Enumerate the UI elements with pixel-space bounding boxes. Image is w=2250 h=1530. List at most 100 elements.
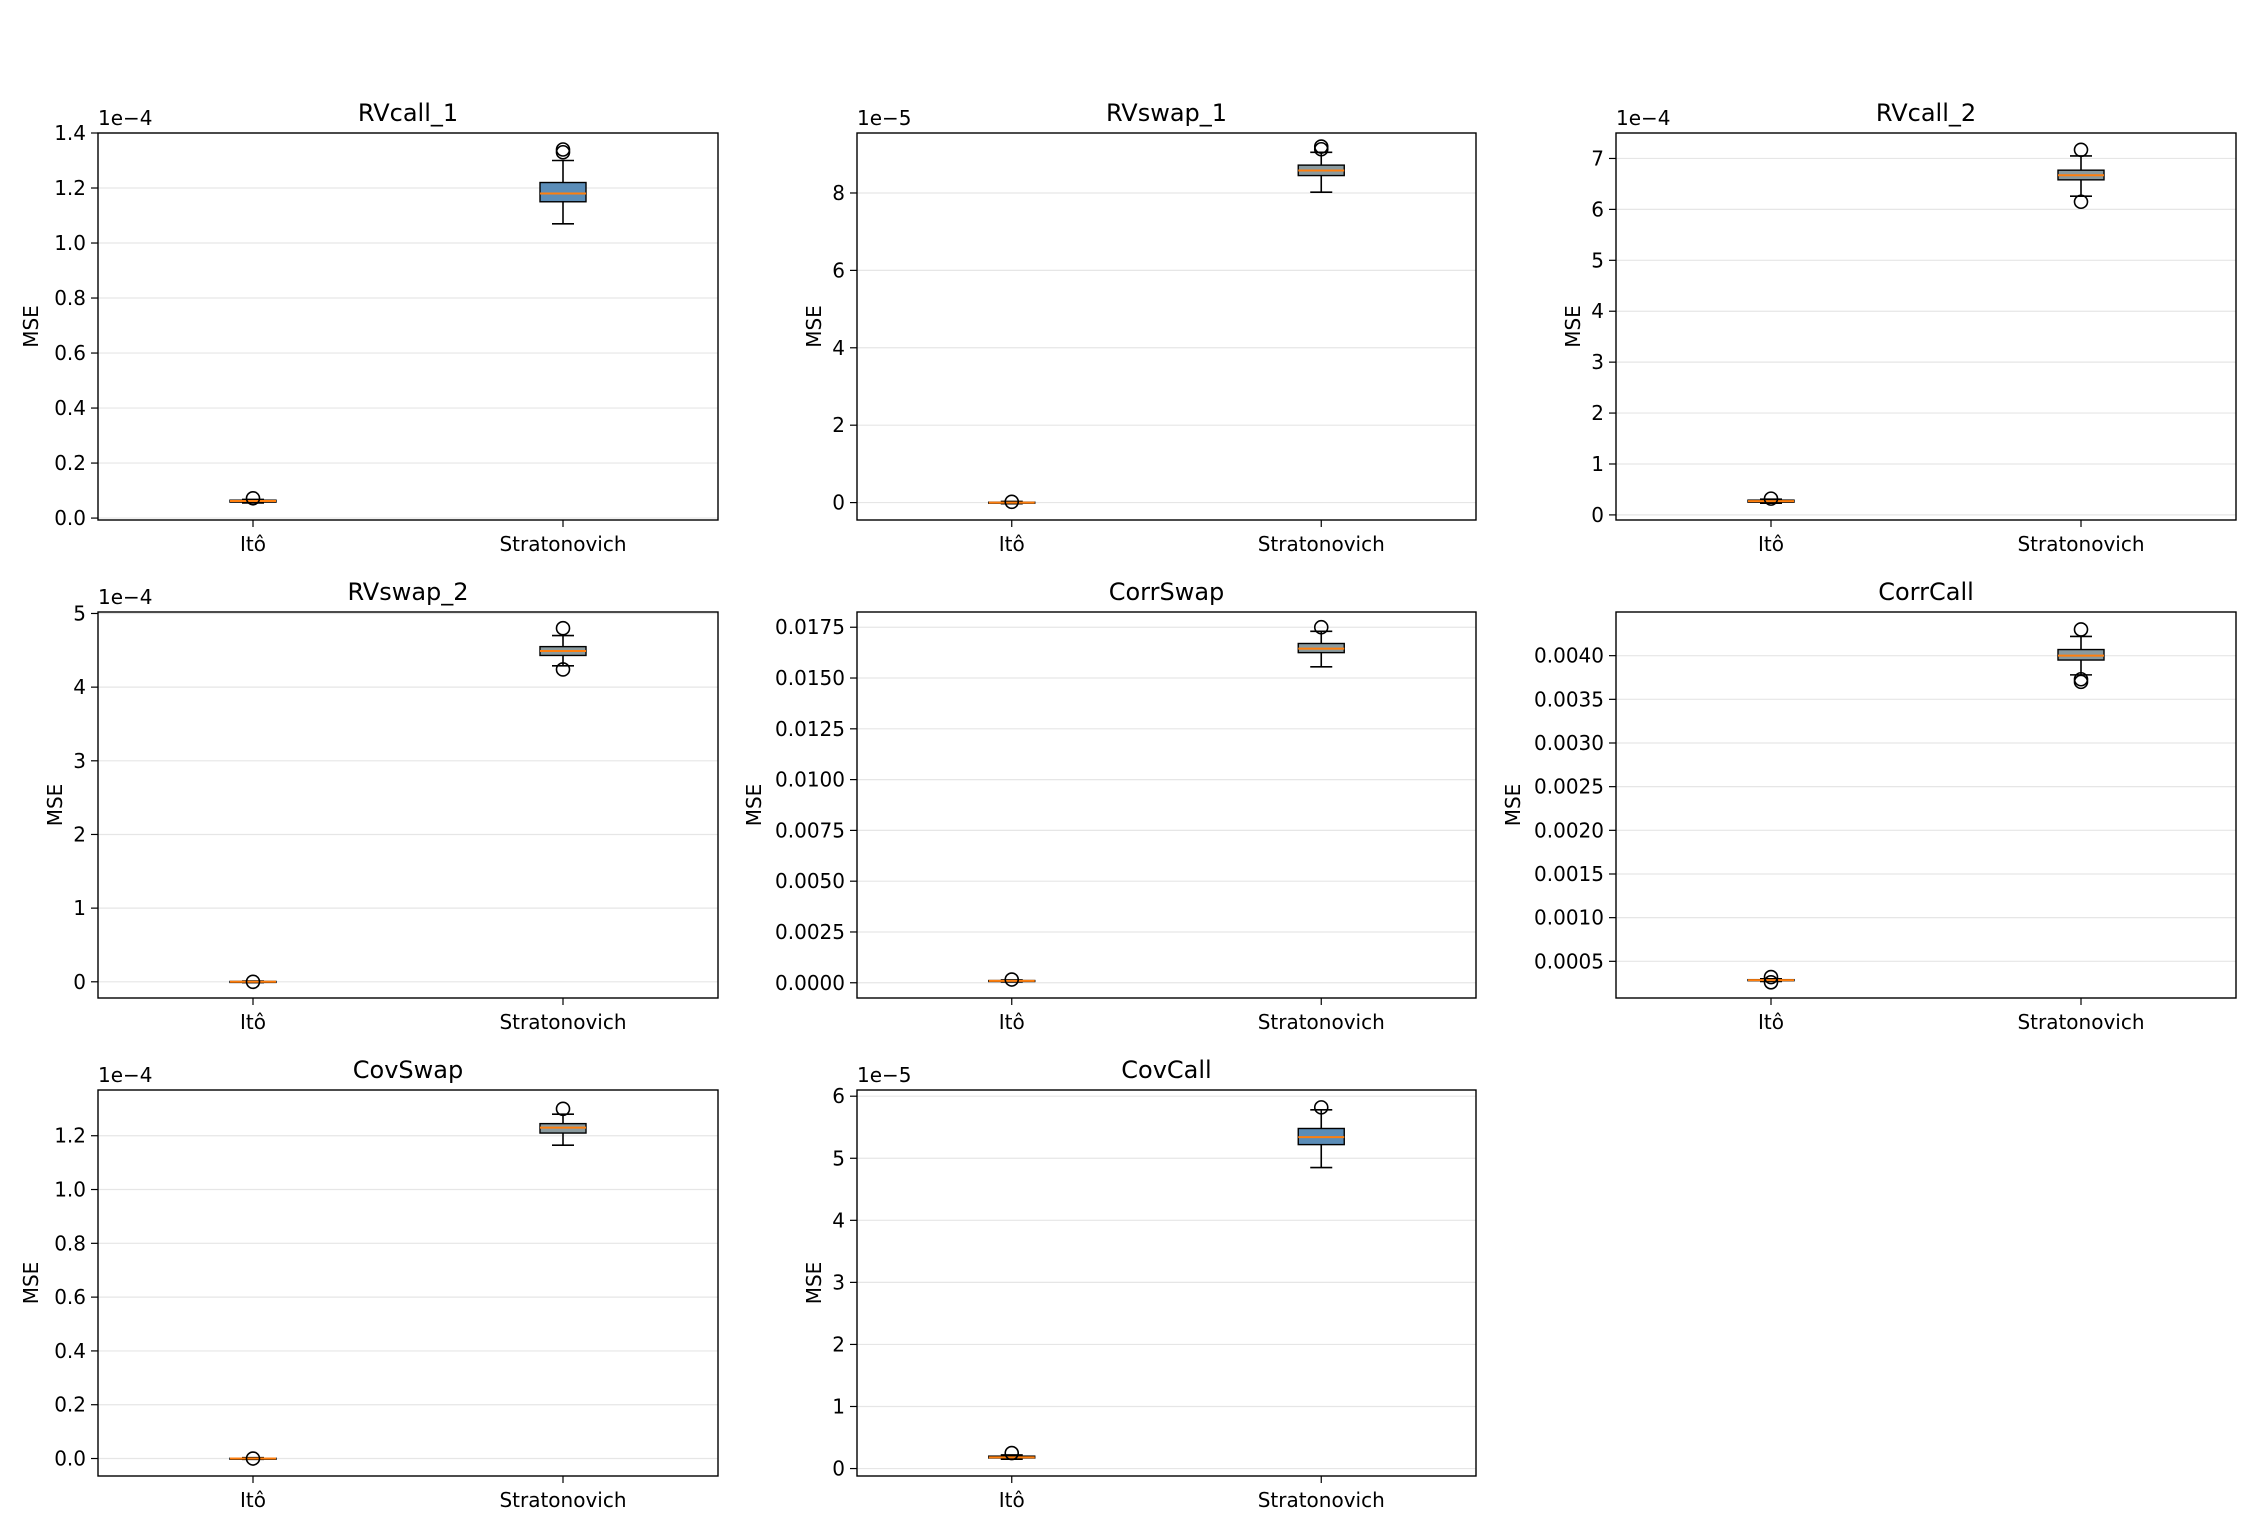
offset-text: 1e−4 [1616, 106, 1671, 130]
y-tick-label: 0.8 [54, 286, 86, 310]
outlier-point [1004, 494, 1020, 510]
outlier-point [1763, 491, 1779, 506]
y-tick-label: 0.4 [54, 396, 86, 420]
y-axis-label: MSE [1501, 784, 1525, 827]
box-it [1747, 491, 1795, 506]
box-stratonovich [2057, 142, 2105, 210]
subplot-title: CorrSwap [1109, 578, 1225, 606]
y-tick-label: 1 [832, 1394, 845, 1418]
subplot-title: RVcall_1 [358, 99, 458, 127]
subplot-rvcall_2: 0 1 2 3 4 5 6 7 Itô Stratonovich RVcall_2 1e−4 MSE [1561, 99, 2237, 556]
y-axis-label: MSE [742, 784, 766, 827]
y-tick-label: 0.0010 [1534, 906, 1604, 930]
y-tick-label: 2 [832, 413, 845, 437]
axes-frame [856, 132, 1477, 521]
y-tick-label: 8 [832, 181, 845, 205]
axes-frame [97, 1089, 719, 1477]
box-stratonovich [1297, 1100, 1345, 1169]
y-axis-label: MSE [802, 305, 826, 348]
y-tick-label: 3 [73, 749, 86, 773]
outlier-point [1313, 1100, 1329, 1115]
y-tick-label: 0 [73, 970, 86, 994]
outlier-point [2073, 671, 2089, 687]
x-tick-label: Itô [1758, 532, 1784, 556]
y-tick-label: 0.6 [54, 1285, 86, 1309]
y-tick-label: 0.0050 [775, 869, 845, 893]
y-axis-label: MSE [19, 305, 43, 348]
x-tick-label: Stratonovich [1258, 1488, 1385, 1512]
subplot-rvswap_2: 0 1 2 3 4 5 Itô Stratonovich RVswap_2 1e−4 MSE [43, 578, 719, 1034]
axes-frame [1615, 611, 2237, 999]
outlier-point [555, 1101, 571, 1117]
outlier-point [555, 620, 571, 636]
outlier-point [245, 974, 261, 990]
box-body [539, 181, 587, 203]
y-tick-label: 0.2 [54, 1393, 86, 1417]
x-tick-label: Itô [240, 1488, 266, 1512]
y-tick-label: 6 [832, 258, 845, 282]
y-tick-label: 0.0000 [775, 971, 845, 995]
y-tick-label: 0.2 [54, 451, 86, 475]
offset-text: 1e−4 [98, 1063, 153, 1087]
subplot-title: CovCall [1121, 1056, 1211, 1084]
x-tick-label: Itô [999, 532, 1025, 556]
outlier-point [555, 662, 571, 677]
y-tick-label: 2 [832, 1332, 845, 1356]
y-tick-label: 6 [832, 1084, 845, 1108]
x-tick-label: Stratonovich [499, 532, 626, 556]
outlier-point [245, 490, 261, 506]
x-tick-label: Stratonovich [2017, 532, 2144, 556]
y-tick-label: 3 [1591, 350, 1604, 374]
outlier-point [245, 1451, 261, 1466]
y-tick-label: 0.0025 [775, 920, 845, 944]
x-tick-label: Stratonovich [2017, 1010, 2144, 1034]
axes-frame [1615, 132, 2237, 521]
offset-text: 1e−4 [98, 585, 153, 609]
subplot-covswap: 0.0 0.2 0.4 0.6 0.8 1.0 1.2 Itô Stratonovich CovS… [19, 1056, 719, 1512]
outlier-point [1313, 619, 1329, 635]
y-tick-label: 0.0 [54, 1447, 86, 1471]
y-tick-label: 0.0025 [1534, 775, 1604, 799]
offset-text: 1e−5 [857, 1063, 912, 1087]
subplot-rvswap_1: 0 2 4 6 8 Itô Stratonovich RVswap_1 1e−5 MSE [802, 99, 1477, 556]
x-tick-label: Itô [240, 532, 266, 556]
y-tick-label: 0.6 [54, 341, 86, 365]
box-it [988, 1445, 1036, 1461]
box-it [1747, 969, 1795, 990]
subplot-corrswap: 0.0000 0.0025 0.0050 0.0075 0.0100 0.0125 0.01… [742, 578, 1477, 1034]
x-tick-label: Stratonovich [1258, 1010, 1385, 1034]
outlier-point [1004, 1445, 1020, 1461]
subplot-title: RVswap_1 [1106, 99, 1227, 127]
box-it [229, 490, 277, 506]
y-axis-label: MSE [19, 1262, 43, 1305]
y-tick-label: 2 [73, 822, 86, 846]
y-tick-label: 4 [832, 1208, 845, 1232]
box-it [229, 1451, 277, 1466]
y-tick-label: 0.4 [54, 1339, 86, 1363]
y-tick-label: 4 [832, 336, 845, 360]
outlier-point [1004, 972, 1020, 987]
y-tick-label: 7 [1591, 146, 1604, 170]
x-tick-label: Itô [240, 1010, 266, 1034]
y-tick-label: 0.0005 [1534, 949, 1604, 973]
y-tick-label: 0.0035 [1534, 687, 1604, 711]
box-it [229, 974, 277, 990]
box-it [988, 494, 1036, 510]
y-tick-label: 0 [1591, 503, 1604, 527]
y-tick-label: 0 [832, 1457, 845, 1481]
box-stratonovich [539, 142, 587, 225]
y-tick-label: 0.0020 [1534, 818, 1604, 842]
subplot-title: RVcall_2 [1876, 99, 1976, 127]
y-tick-label: 0 [832, 491, 845, 515]
axes-frame [97, 132, 719, 521]
box-it [988, 972, 1036, 987]
y-tick-label: 3 [832, 1270, 845, 1294]
y-tick-label: 0.0 [54, 506, 86, 530]
box-stratonovich [539, 620, 587, 677]
axes-frame [856, 1089, 1477, 1477]
y-tick-label: 5 [1591, 248, 1604, 272]
x-tick-label: Stratonovich [499, 1488, 626, 1512]
y-tick-label: 1 [1591, 452, 1604, 476]
y-axis-label: MSE [802, 1262, 826, 1305]
